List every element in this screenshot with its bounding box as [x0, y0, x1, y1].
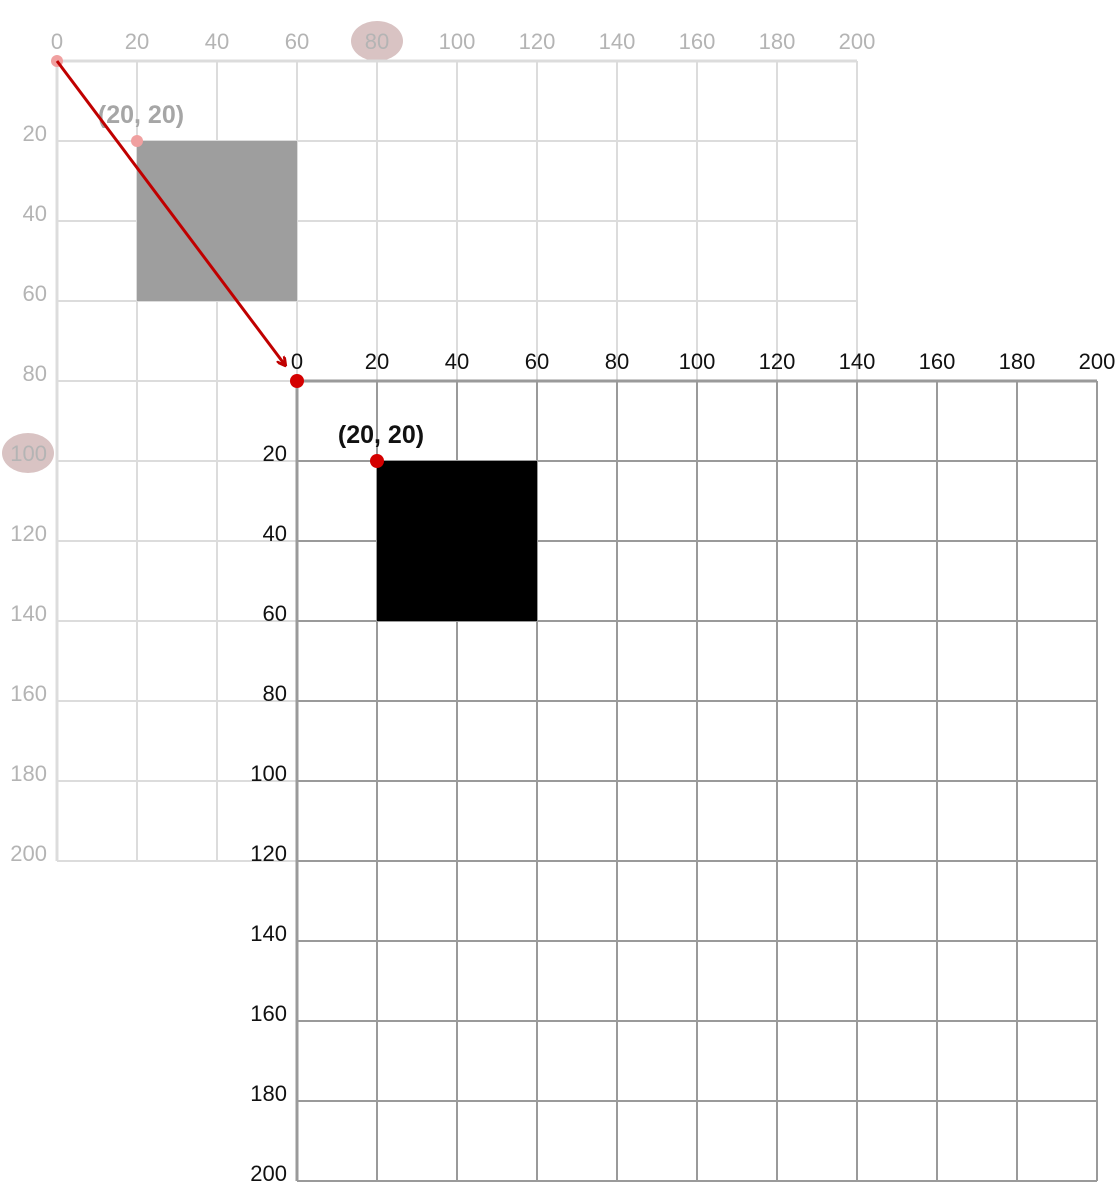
translated-coordinate-grid: 0 20 40 60 80 100 120 140 160 180 200 20 40 60 80 100 12… [250, 349, 1115, 1186]
square-shape [137, 141, 297, 301]
x-tick-label: 100 [439, 29, 476, 54]
square-corner-label: (20, 20) [98, 101, 184, 129]
translation-arrow-icon [55, 60, 285, 365]
y-tick-label: 120 [250, 841, 287, 866]
x-tick-label: 60 [525, 349, 549, 374]
square-corner-label: (20, 20) [338, 421, 424, 449]
y-tick-label: 20 [263, 441, 287, 466]
highlighted-x-tick-marker [351, 21, 403, 61]
x-tick-label: 180 [999, 349, 1036, 374]
x-tick-label: 200 [1079, 349, 1116, 374]
y-tick-label: 80 [23, 361, 47, 386]
x-tick-label: 200 [839, 29, 876, 54]
y-tick-label: 60 [263, 601, 287, 626]
y-tick-label: 40 [23, 201, 47, 226]
square-corner-point-marker [370, 454, 384, 468]
x-tick-label: 20 [365, 349, 389, 374]
x-tick-label: 0 [291, 349, 303, 374]
translation-arrow-group [55, 60, 285, 365]
y-tick-label: 80 [263, 681, 287, 706]
y-tick-label: 180 [10, 761, 47, 786]
y-tick-label: 100 [10, 441, 47, 466]
y-tick-label: 20 [23, 121, 47, 146]
x-tick-label: 80 [365, 29, 389, 54]
x-tick-label: 100 [679, 349, 716, 374]
x-tick-label: 40 [445, 349, 469, 374]
y-tick-label: 160 [250, 1001, 287, 1026]
x-tick-label: 180 [759, 29, 796, 54]
x-tick-label: 160 [919, 349, 956, 374]
highlighted-y-tick-marker [2, 433, 54, 473]
y-tick-label: 140 [250, 921, 287, 946]
y-tick-label: 140 [10, 601, 47, 626]
x-tick-label: 140 [839, 349, 876, 374]
original-coordinate-grid: 0 20 40 60 80 100 120 140 160 180 2002040608010012… [2, 21, 875, 866]
y-tick-label: 120 [10, 521, 47, 546]
x-tick-label: 140 [599, 29, 636, 54]
y-tick-label: 40 [263, 521, 287, 546]
y-tick-label: 200 [10, 841, 47, 866]
y-tick-label: 60 [23, 281, 47, 306]
x-tick-label: 80 [605, 349, 629, 374]
x-tick-label: 20 [125, 29, 149, 54]
square-shape [377, 461, 537, 621]
x-tick-label: 0 [51, 29, 63, 54]
y-tick-label: 160 [10, 681, 47, 706]
x-tick-label: 120 [519, 29, 556, 54]
y-tick-label: 180 [250, 1081, 287, 1106]
x-tick-label: 120 [759, 349, 796, 374]
x-tick-label: 60 [285, 29, 309, 54]
square-corner-point-marker [131, 135, 143, 147]
y-tick-label: 200 [250, 1161, 287, 1186]
origin-point-marker [290, 374, 304, 388]
x-tick-label: 160 [679, 29, 716, 54]
y-tick-label: 100 [250, 761, 287, 786]
x-tick-label: 40 [205, 29, 229, 54]
